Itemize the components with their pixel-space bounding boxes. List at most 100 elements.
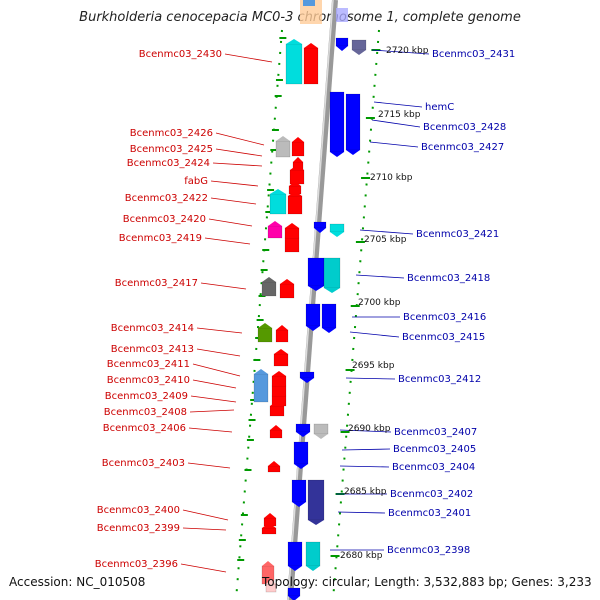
left-gene-label[interactable]: Bcenmc03_2411 — [107, 359, 190, 370]
left-gene-label[interactable]: Bcenmc03_2413 — [111, 344, 194, 355]
reverse-gene-feature — [313, 423, 329, 435]
left-gene-label[interactable]: Bcenmc03_2422 — [125, 193, 208, 204]
right-gene-label[interactable]: Bcenmc03_2418 — [407, 273, 490, 284]
reverse-gene-arrowhead — [292, 502, 306, 507]
left-gene-label[interactable]: Bcenmc03_2403 — [102, 458, 185, 469]
scale-label: 2705 kbp — [364, 235, 407, 245]
right-gene-label[interactable]: Bcenmc03_2431 — [432, 49, 515, 60]
forward-gene-arrowhead — [293, 157, 303, 162]
right-gene-label[interactable]: Bcenmc03_2427 — [421, 142, 504, 153]
left-gene-label[interactable]: Bcenmc03_2419 — [119, 233, 202, 244]
left-gene-label[interactable]: fabG — [184, 176, 208, 187]
forward-gene-feature — [261, 527, 277, 535]
topology-text: Topology: circular; Length: 3,532,883 bp… — [262, 575, 592, 589]
forward-gene-arrowhead — [254, 369, 268, 374]
left-gene-label[interactable]: Bcenmc03_2420 — [123, 214, 206, 225]
left-gene-label[interactable]: Bcenmc03_2399 — [97, 523, 180, 534]
left-label-connector — [182, 509, 229, 521]
reverse-gene-feature — [321, 303, 337, 329]
reverse-gene-feature — [313, 221, 327, 229]
left-gene-label[interactable]: Bcenmc03_2406 — [103, 423, 186, 434]
left-label-connector — [212, 162, 263, 167]
forward-gene-feature — [269, 429, 283, 439]
right-gene-label[interactable]: Bcenmc03_2421 — [416, 229, 499, 240]
right-label-connector — [369, 141, 419, 148]
left-label-connector — [208, 218, 253, 227]
left-label-connector — [204, 237, 251, 245]
left-gene-label[interactable]: Bcenmc03_2400 — [97, 505, 180, 516]
reverse-gene-arrowhead — [324, 288, 340, 293]
right-gene-label[interactable]: Bcenmc03_2412 — [398, 374, 481, 385]
forward-gene-feature — [291, 141, 305, 157]
left-label-connector — [180, 563, 227, 573]
scale-label: 2700 kbp — [358, 298, 401, 308]
left-gene-label[interactable]: Bcenmc03_2396 — [95, 559, 178, 570]
right-label-connector — [373, 101, 423, 108]
reverse-gene-arrowhead — [294, 464, 308, 469]
forward-gene-arrowhead — [290, 165, 304, 170]
right-gene-label[interactable]: hemC — [425, 102, 454, 113]
left-gene-label[interactable]: Bcenmc03_2414 — [111, 323, 194, 334]
forward-gene-arrowhead — [262, 277, 276, 282]
reverse-gene-feature — [291, 479, 307, 503]
forward-gene-feature — [257, 327, 273, 343]
forward-gene-feature — [273, 353, 289, 367]
right-gene-label[interactable]: Bcenmc03_2416 — [403, 312, 486, 323]
right-label-connector — [349, 331, 400, 338]
left-gene-label[interactable]: Bcenmc03_2426 — [130, 128, 213, 139]
left-gene-label[interactable]: Bcenmc03_2424 — [127, 158, 210, 169]
forward-gene-arrowhead — [272, 371, 286, 376]
forward-gene-arrowhead — [274, 349, 288, 354]
right-label-connector — [337, 511, 386, 514]
left-label-connector — [188, 427, 233, 433]
forward-gene-arrowhead — [285, 233, 299, 238]
left-gene-label[interactable]: Bcenmc03_2408 — [104, 407, 187, 418]
reverse-gene-arrowhead — [346, 150, 360, 155]
forward-gene-arrowhead — [262, 561, 274, 566]
right-gene-label[interactable]: Bcenmc03_2415 — [402, 332, 485, 343]
reverse-gene-feature — [345, 93, 361, 151]
left-gene-label[interactable]: Bcenmc03_2409 — [105, 391, 188, 402]
forward-gene-arrowhead — [276, 325, 288, 330]
right-label-connector — [341, 448, 391, 451]
scale-labels: 2720 kbp 2715 kbp 2710 kbp 2705 kbp 2700 kbp… — [340, 46, 429, 561]
left-gene-label[interactable]: Bcenmc03_2410 — [107, 375, 190, 386]
left-label-connector — [190, 395, 237, 403]
right-gene-label[interactable]: Bcenmc03_2407 — [394, 427, 477, 438]
left-gene-label[interactable]: Bcenmc03_2430 — [139, 49, 222, 60]
forward-gene-feature — [285, 43, 303, 85]
top-feature-block — [336, 8, 348, 22]
right-label-connector — [355, 274, 405, 279]
right-gene-label[interactable]: Bcenmc03_2428 — [423, 122, 506, 133]
left-label-connector — [224, 53, 273, 63]
reverse-gene-arrowhead — [314, 228, 326, 233]
left-gene-label[interactable]: Bcenmc03_2417 — [115, 278, 198, 289]
right-label-connector — [371, 49, 430, 55]
scale-label: 2710 kbp — [370, 173, 413, 183]
right-gene-label[interactable]: Bcenmc03_2401 — [388, 508, 471, 519]
left-label-connector — [192, 379, 237, 389]
reverse-gene-feature — [335, 37, 349, 47]
forward-gene-arrowhead — [272, 381, 286, 386]
forward-gene-feature — [303, 47, 319, 85]
left-label-connector — [192, 363, 241, 377]
forward-gene-feature — [269, 405, 285, 417]
accession-text: Accession: NC_010508 — [9, 575, 146, 589]
forward-gene-arrowhead — [270, 425, 282, 430]
left-label-connector — [187, 462, 231, 469]
right-gene-label[interactable]: Bcenmc03_2404 — [392, 462, 475, 473]
right-gene-label[interactable]: Bcenmc03_2405 — [393, 444, 476, 455]
reverse-gene-arrowhead — [330, 232, 344, 237]
reverse-gene-feature — [287, 587, 301, 597]
right-label-connector — [371, 119, 421, 128]
reverse-gene-arrowhead — [306, 566, 320, 571]
right-gene-label[interactable]: Bcenmc03_2402 — [390, 489, 473, 500]
left-gene-label[interactable]: Bcenmc03_2425 — [130, 144, 213, 155]
right-strand-features — [287, 8, 367, 600]
forward-gene-arrowhead — [268, 461, 280, 466]
forward-gene-arrowhead — [285, 223, 299, 228]
right-gene-label[interactable]: Bcenmc03_2398 — [387, 545, 470, 556]
left-label-connector — [210, 197, 257, 205]
reverse-gene-arrowhead — [288, 596, 300, 600]
reverse-gene-arrowhead — [306, 326, 320, 331]
